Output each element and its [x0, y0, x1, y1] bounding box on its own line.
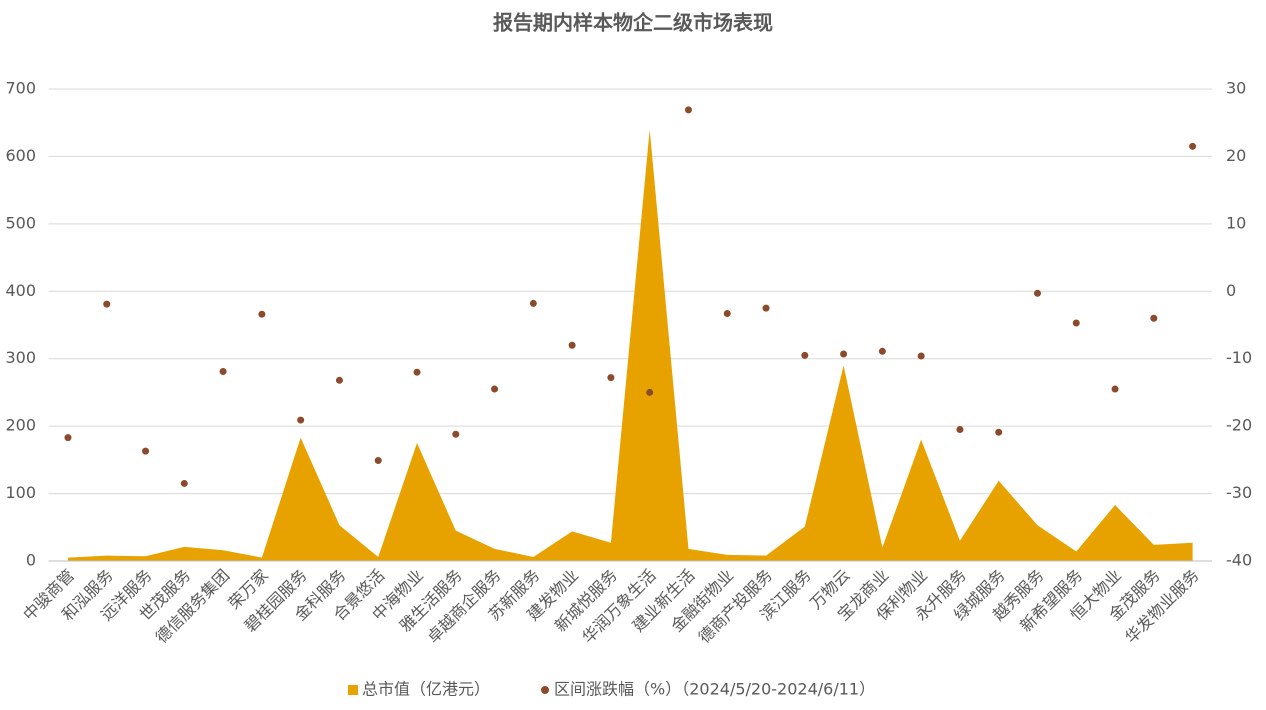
- dot: [684, 106, 692, 114]
- y-tick-label: 700: [5, 79, 36, 98]
- chart-title: 报告期内样本物企二级市场表现: [493, 11, 773, 35]
- dot: [1033, 289, 1041, 297]
- dot: [568, 341, 576, 349]
- dot: [956, 426, 964, 434]
- y-tick-label: 500: [5, 213, 36, 232]
- y2-tick-label: -10: [1226, 348, 1252, 367]
- dot: [335, 376, 343, 384]
- area: [67, 129, 1193, 561]
- dot: [801, 351, 809, 359]
- y-tick-label: 400: [5, 281, 36, 300]
- legend-marker: [541, 686, 550, 694]
- y-tick-label: 100: [5, 483, 36, 502]
- y-tick-label: 0: [26, 551, 36, 570]
- legend-label: 区间涨跌幅（%）（2024/5/20-2024/6/11）: [554, 680, 875, 699]
- y2-tick-label: -40: [1226, 551, 1252, 570]
- dot: [491, 385, 499, 393]
- dot: [995, 428, 1003, 436]
- dot: [297, 416, 305, 424]
- dot: [1072, 319, 1080, 327]
- dot: [258, 310, 266, 318]
- dot: [529, 299, 537, 307]
- dot: [1150, 314, 1158, 322]
- legend-label: 总市值（亿港元）: [362, 680, 490, 699]
- dot: [452, 430, 460, 438]
- dot: [413, 368, 421, 376]
- dot: [1111, 385, 1119, 393]
- dot: [762, 304, 770, 312]
- y2-tick-label: 10: [1226, 213, 1246, 232]
- dot: [723, 310, 731, 318]
- dot: [142, 447, 150, 455]
- y-tick-label: 600: [5, 146, 36, 165]
- dot: [374, 457, 382, 465]
- dot: [1189, 142, 1197, 150]
- dot: [219, 368, 227, 376]
- dot: [917, 352, 925, 360]
- dot: [607, 374, 615, 382]
- dot: [878, 347, 886, 355]
- y2-tick-label: 20: [1226, 146, 1246, 165]
- y-tick-label: 300: [5, 348, 36, 367]
- y2-tick-label: -30: [1226, 483, 1252, 502]
- y2-tick-label: 30: [1226, 79, 1246, 98]
- y-tick-label: 200: [5, 416, 36, 435]
- dot: [840, 350, 848, 358]
- y2-tick-label: 0: [1226, 281, 1236, 300]
- dot: [646, 388, 654, 396]
- y2-tick-label: -20: [1226, 416, 1252, 435]
- dot: [64, 434, 72, 442]
- dot: [180, 479, 188, 487]
- legend-marker: [348, 685, 358, 695]
- dot: [103, 300, 111, 308]
